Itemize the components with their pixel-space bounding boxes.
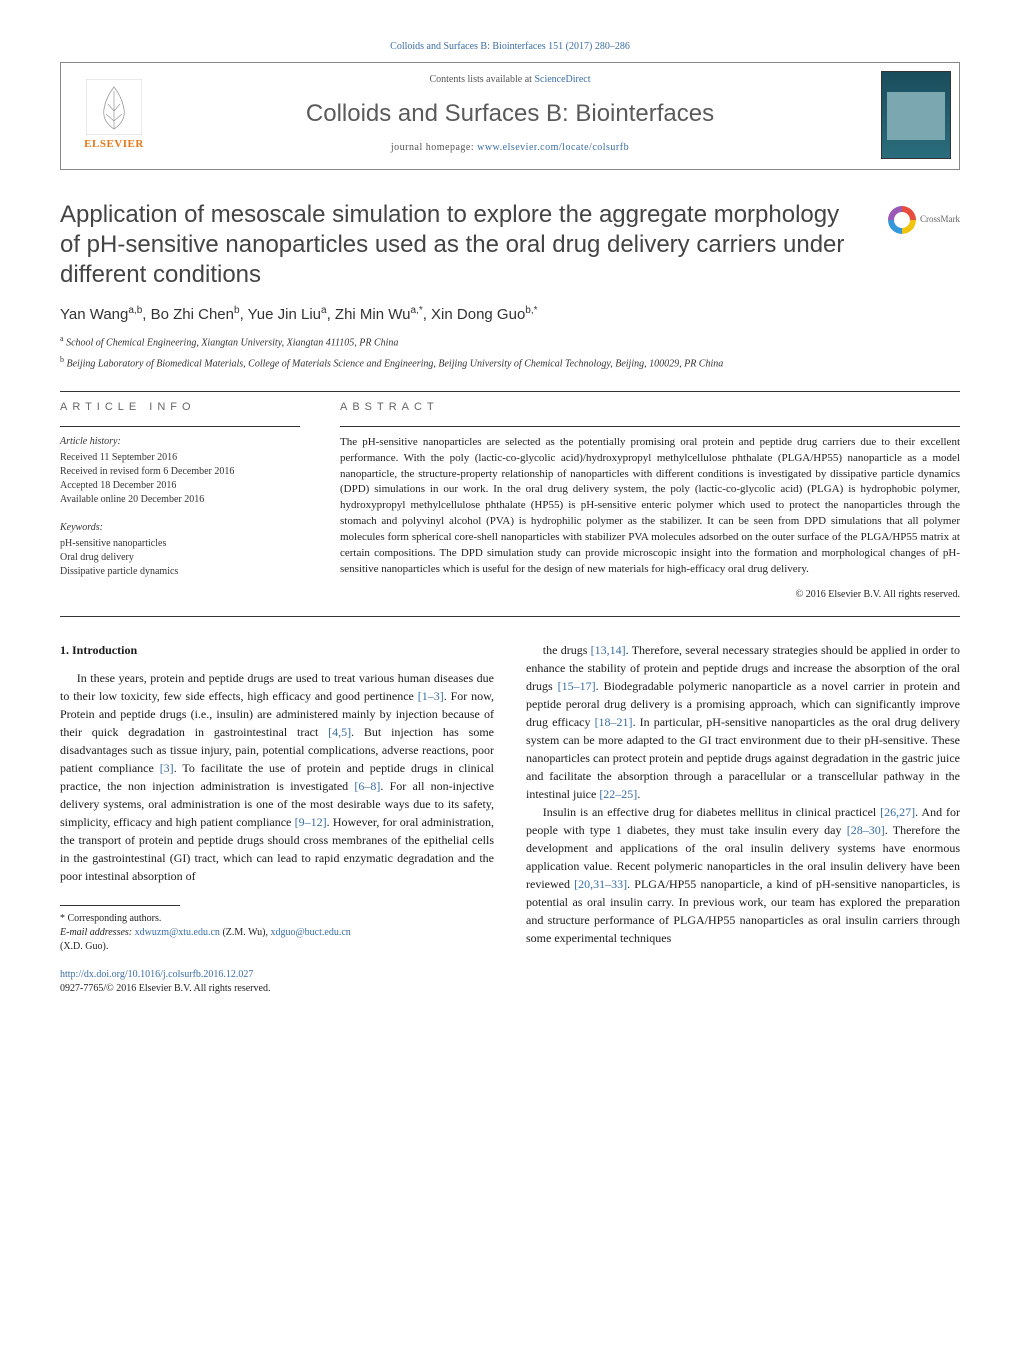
journal-homepage-link[interactable]: www.elsevier.com/locate/colsurfb <box>477 142 629 153</box>
divider <box>60 616 960 617</box>
history-item: Accepted 18 December 2016 <box>60 479 300 493</box>
section-heading: 1. Introduction <box>60 641 494 659</box>
email-link[interactable]: xdwuzm@xtu.edu.cn <box>135 927 220 938</box>
history-item: Available online 20 December 2016 <box>60 493 300 507</box>
citation-ref[interactable]: [3] <box>160 761 174 775</box>
top-citation: Colloids and Surfaces B: Biointerfaces 1… <box>60 40 960 54</box>
publisher-name: ELSEVIER <box>84 137 144 152</box>
body-paragraph: Insulin is an effective drug for diabete… <box>526 803 960 947</box>
footnote-separator <box>60 905 180 906</box>
abstract-text: The pH-sensitive nanoparticles are selec… <box>340 435 960 578</box>
abstract-copyright: © 2016 Elsevier B.V. All rights reserved… <box>340 588 960 602</box>
crossmark-icon <box>888 206 916 234</box>
history-item: Received in revised form 6 December 2016 <box>60 465 300 479</box>
citation-ref[interactable]: [1–3] <box>418 689 444 703</box>
divider <box>60 391 960 392</box>
citation-ref[interactable]: [20,31–33] <box>574 877 627 891</box>
email-addresses: E-mail addresses: xdwuzm@xtu.edu.cn (Z.M… <box>60 926 494 940</box>
body-paragraph: the drugs [13,14]. Therefore, several ne… <box>526 641 960 803</box>
crossmark-label: CrossMark <box>920 213 960 226</box>
affiliation: a School of Chemical Engineering, Xiangt… <box>60 333 960 350</box>
abstract-label: ABSTRACT <box>340 400 960 415</box>
article-header: CrossMark Application of mesoscale simul… <box>60 200 960 372</box>
journal-header-box: ELSEVIER Contents lists available at Sci… <box>60 62 960 170</box>
citation-ref[interactable]: [6–8] <box>354 779 380 793</box>
article-info-column: ARTICLE INFO Article history: Received 1… <box>60 400 300 602</box>
article-title: Application of mesoscale simulation to e… <box>60 200 960 290</box>
history-item: Received 11 September 2016 <box>60 451 300 465</box>
authors-list: Yan Wanga,b, Bo Zhi Chenb, Yue Jin Liua,… <box>60 304 960 325</box>
abstract-column: ABSTRACT The pH-sensitive nanoparticles … <box>340 400 960 602</box>
citation-ref[interactable]: [15–17] <box>558 679 596 693</box>
doi-link[interactable]: http://dx.doi.org/10.1016/j.colsurfb.201… <box>60 969 253 980</box>
keywords-label: Keywords: <box>60 521 300 535</box>
article-info-label: ARTICLE INFO <box>60 400 300 415</box>
citation-ref[interactable]: [4,5] <box>328 725 351 739</box>
body-text: 1. Introduction In these years, protein … <box>60 641 960 996</box>
article-meta-row: ARTICLE INFO Article history: Received 1… <box>60 400 960 602</box>
citation-ref[interactable]: [13,14] <box>591 643 626 657</box>
affiliation: b Beijing Laboratory of Biomedical Mater… <box>60 354 960 371</box>
body-paragraph: In these years, protein and peptide drug… <box>60 669 494 885</box>
publisher-logo: ELSEVIER <box>69 71 159 161</box>
crossmark-badge[interactable]: CrossMark <box>888 206 960 234</box>
citation-ref[interactable]: [9–12] <box>295 815 327 829</box>
sciencedirect-link[interactable]: ScienceDirect <box>534 74 590 85</box>
keyword-item: pH-sensitive nanoparticles <box>60 537 300 551</box>
citation-ref[interactable]: [22–25] <box>599 787 637 801</box>
email-name: (X.D. Guo). <box>60 940 494 954</box>
citation-ref[interactable]: [18–21] <box>595 715 633 729</box>
citation-ref[interactable]: [28–30] <box>847 823 885 837</box>
doi-block: http://dx.doi.org/10.1016/j.colsurfb.201… <box>60 968 494 996</box>
issn-copyright: 0927-7765/© 2016 Elsevier B.V. All right… <box>60 983 270 994</box>
corresponding-note: * Corresponding authors. <box>60 912 494 926</box>
citation-ref[interactable]: [26,27] <box>880 805 915 819</box>
journal-cover-thumbnail <box>881 71 951 159</box>
journal-homepage: journal homepage: www.elsevier.com/locat… <box>171 141 849 155</box>
keyword-item: Oral drug delivery <box>60 551 300 565</box>
email-link[interactable]: xdguo@buct.edu.cn <box>270 927 350 938</box>
journal-title: Colloids and Surfaces B: Biointerfaces <box>171 97 849 131</box>
elsevier-tree-icon <box>86 79 142 135</box>
history-label: Article history: <box>60 435 300 449</box>
contents-line: Contents lists available at ScienceDirec… <box>171 73 849 87</box>
keyword-item: Dissipative particle dynamics <box>60 565 300 579</box>
